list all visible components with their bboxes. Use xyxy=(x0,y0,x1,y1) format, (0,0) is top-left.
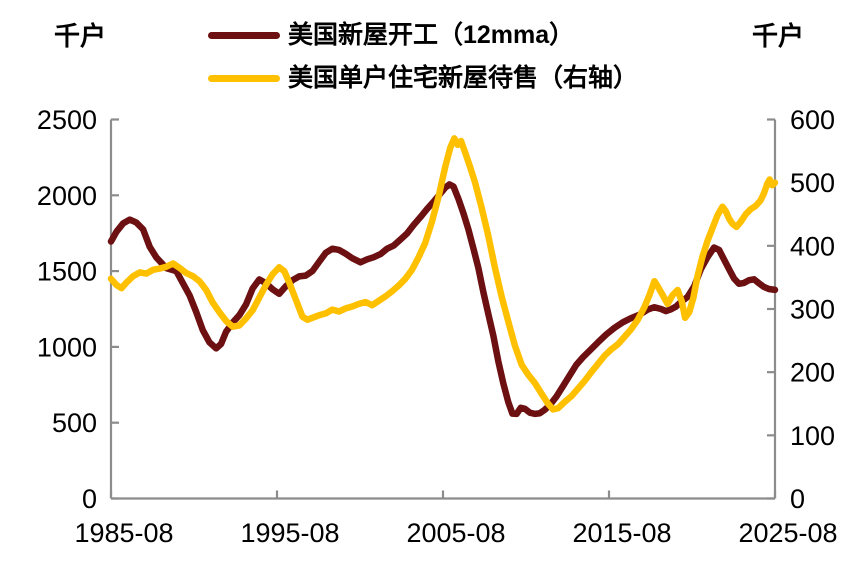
legend-swatch-housing-starts xyxy=(208,31,280,39)
legend: 美国新屋开工（12mma） 美国单户住宅新屋待售（右轴） xyxy=(208,21,638,92)
y-axis-left-tick-label: 500 xyxy=(52,408,97,438)
legend-label-housing-starts: 美国新屋开工（12mma） xyxy=(288,20,575,49)
y-axis-right-tick-label: 0 xyxy=(790,484,805,514)
y-axis-right-tick-label: 100 xyxy=(790,421,835,451)
y-axis-right-tick-label: 200 xyxy=(790,358,835,388)
y-axis-left-tick-label: 0 xyxy=(82,484,97,514)
y-axis-left-tick-label: 1500 xyxy=(37,257,97,287)
y-axis-right-tick-label: 300 xyxy=(790,295,835,325)
y-axis-left-tick-label: 2000 xyxy=(37,181,97,211)
left-axis-unit-label: 千户 xyxy=(54,21,107,51)
legend-item-housing-starts: 美国新屋开工（12mma） xyxy=(208,21,638,49)
legend-item-homes-for-sale: 美国单户住宅新屋待售（右轴） xyxy=(208,64,638,92)
right-axis-unit-label: 千户 xyxy=(752,21,805,51)
y-axis-right-tick-label: 600 xyxy=(790,105,835,135)
legend-swatch-homes-for-sale xyxy=(208,74,280,82)
y-axis-left-tick-label: 2500 xyxy=(37,105,97,135)
x-axis-tick-label: 2015-08 xyxy=(572,518,671,548)
y-axis-right-tick-label: 500 xyxy=(790,168,835,198)
x-axis-tick-label: 1985-08 xyxy=(74,518,173,548)
series-line-homes-for-sale xyxy=(107,135,779,413)
x-axis-tick-label: 2025-08 xyxy=(738,518,837,548)
y-axis-right-tick-label: 400 xyxy=(790,231,835,261)
x-axis-tick-label: 2005-08 xyxy=(406,518,505,548)
y-axis-left-tick-label: 1000 xyxy=(37,332,97,362)
x-axis-tick-label: 1995-08 xyxy=(240,518,339,548)
legend-label-homes-for-sale: 美国单户住宅新屋待售（右轴） xyxy=(288,63,639,92)
